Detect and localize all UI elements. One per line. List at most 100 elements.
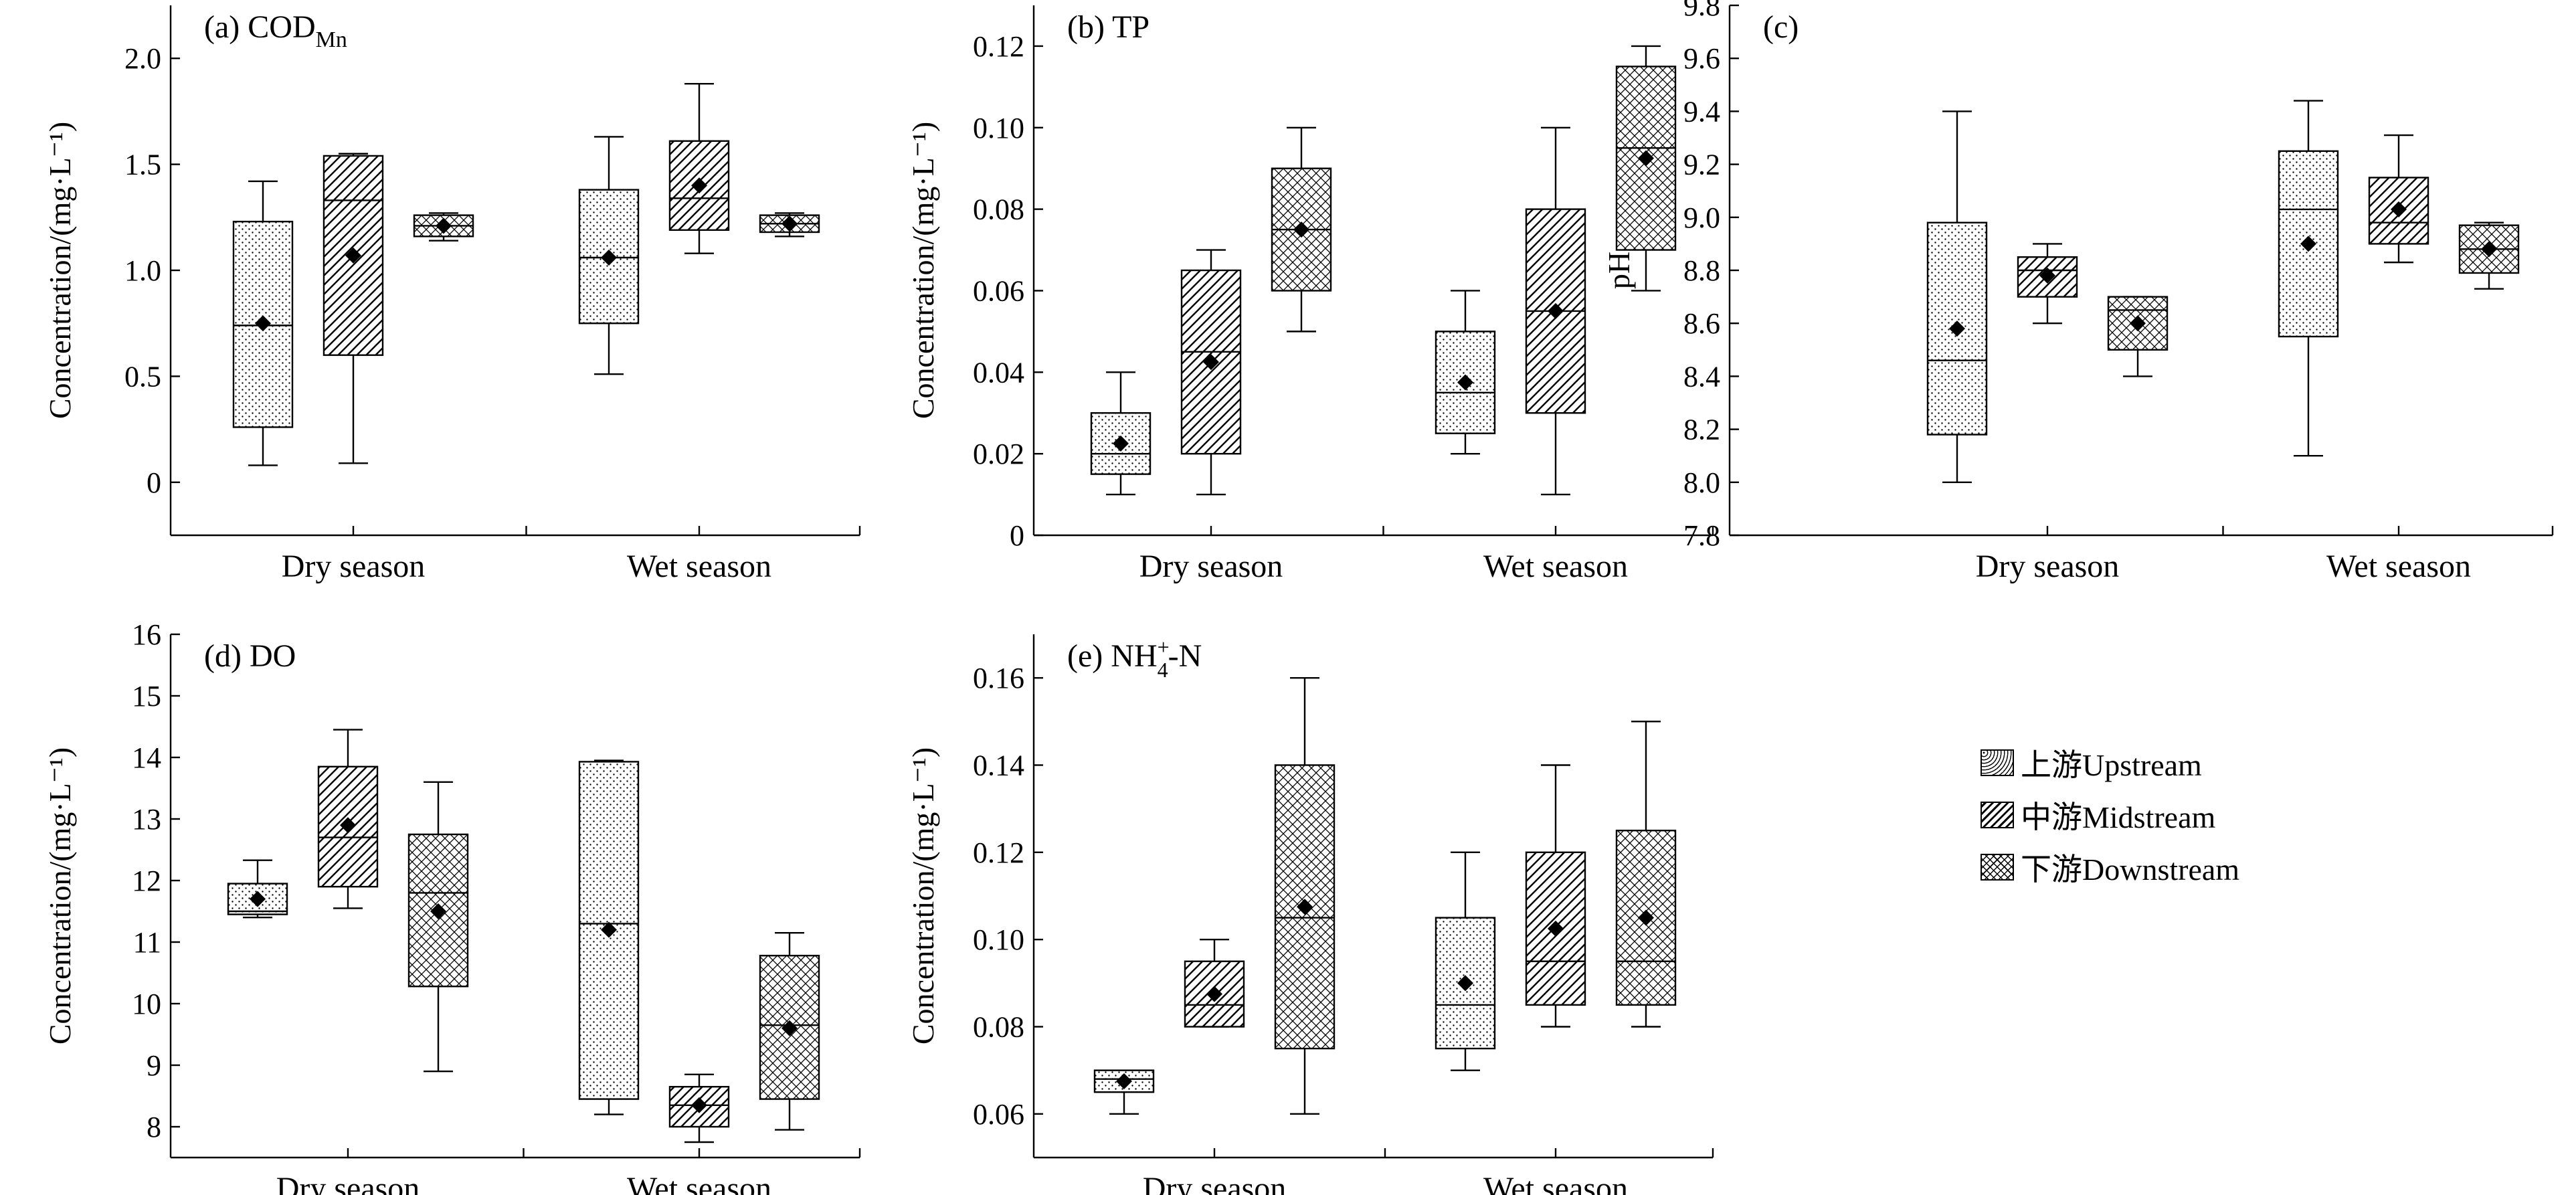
y-tick-label: 8.8	[1683, 254, 1720, 287]
y-tick-label: 16	[132, 618, 161, 651]
mean-marker	[430, 903, 446, 919]
box-hatch-1	[668, 1073, 730, 1143]
mean-marker	[1548, 302, 1564, 319]
panel-title: (e) NH+ 4-N	[1067, 635, 1202, 682]
mean-marker	[1206, 986, 1222, 1002]
mean-marker	[691, 1097, 707, 1113]
y-tick-label: 0.04	[973, 356, 1024, 389]
box-hatch-1	[1525, 764, 1586, 1028]
y-tick-label: 9	[147, 1049, 161, 1082]
box-cross-0	[413, 212, 474, 242]
legend-swatch-dots	[1981, 749, 2014, 776]
mean-marker	[1116, 1073, 1132, 1089]
box-dots-1	[578, 136, 640, 375]
mean-marker	[2391, 201, 2407, 217]
y-tick-label: 0.14	[973, 749, 1024, 782]
y-tick-label: 0	[147, 466, 161, 499]
mean-marker	[340, 817, 356, 834]
box-cross-0	[1271, 126, 1332, 333]
x-tick-label: Wet season	[1483, 549, 1628, 584]
panel-title: (c)	[1763, 9, 1799, 45]
box-hatch-1	[668, 83, 730, 254]
mean-marker	[2039, 267, 2055, 284]
mean-marker	[691, 177, 707, 194]
y-tick-label: 9.8	[1683, 0, 1720, 22]
y-tick-label: 0.08	[973, 193, 1024, 226]
mean-marker	[601, 921, 617, 938]
y-tick-label: 8.4	[1683, 360, 1720, 393]
panel-d: 8 9 10 11 12 13 14 15 16 Dry season Wet season Conc…	[43, 618, 861, 1195]
y-tick-label: 9.6	[1683, 42, 1720, 75]
y-tick-label: 9.0	[1683, 201, 1720, 234]
mean-marker	[345, 247, 361, 264]
box-iqr	[2017, 256, 2078, 298]
y-tick-label: 1.5	[124, 149, 161, 181]
y-tick-label: 12	[132, 864, 161, 897]
box-hatch-0	[2017, 243, 2078, 325]
y-tick-label: 0.12	[973, 836, 1024, 869]
panel-e: 0.06 0.08 0.10 0.12 0.14 0.16 Dry season Wet se…	[906, 634, 1714, 1195]
box-dots-0	[232, 180, 294, 466]
mean-marker	[1113, 435, 1129, 452]
x-tick-label: Wet season	[627, 1171, 771, 1195]
legend-swatch-hatch	[1981, 802, 2014, 828]
y-tick-label: 14	[132, 741, 161, 774]
box-cross-1	[2458, 221, 2520, 290]
mean-marker	[1457, 975, 1473, 992]
x-tick-label: Dry season	[282, 549, 426, 584]
box-dots-1	[1435, 851, 1496, 1071]
y-tick-label: 0.16	[973, 662, 1024, 695]
mean-marker	[601, 249, 617, 266]
mean-marker	[1457, 374, 1473, 391]
mean-marker	[1293, 221, 1309, 238]
box-dots-0	[1926, 110, 1988, 483]
y-tick-label: 8	[147, 1111, 161, 1143]
y-tick-label: 8.6	[1683, 307, 1720, 340]
legend-swatch-cross	[1981, 854, 2014, 881]
x-tick-label: Dry season	[276, 1171, 420, 1195]
mean-marker	[2481, 241, 2497, 258]
y-axis-label: pH	[1602, 252, 1636, 289]
y-tick-label: 0.10	[973, 112, 1024, 145]
box-iqr	[323, 155, 384, 356]
legend: 上游Upstream 中游Midstream 下游Downstream	[1981, 743, 2449, 917]
box-cross-1	[1615, 721, 1677, 1028]
box-cross-1	[1615, 45, 1677, 292]
panel-title: (d) DO	[204, 638, 296, 674]
x-tick-label: Dry season	[1143, 1171, 1287, 1195]
box-hatch-0	[323, 153, 384, 464]
x-tick-label: Wet season	[2326, 549, 2471, 584]
y-tick-label: 15	[132, 680, 161, 713]
y-tick-label: 9.4	[1683, 95, 1720, 128]
box-cross-0	[1274, 676, 1336, 1115]
box-iqr	[2368, 177, 2429, 245]
mean-marker	[781, 1020, 798, 1036]
x-tick-label: Dry season	[1139, 549, 1283, 584]
y-tick-label: 8.0	[1683, 466, 1720, 499]
box-dots-1	[1435, 290, 1496, 455]
mean-marker	[1638, 150, 1654, 167]
box-hatch-1	[2368, 134, 2429, 264]
y-axis-label: Concentration/(mg·L⁻¹)	[43, 747, 77, 1044]
y-tick-label: 0.06	[973, 1098, 1024, 1131]
box-dots-1	[578, 759, 640, 1115]
panel-a: 0 0.5 1.0 1.5 2.0 Dry season Wet season Concent…	[43, 5, 861, 584]
mean-marker	[255, 315, 271, 332]
mean-marker	[1638, 909, 1654, 926]
mean-marker	[1297, 899, 1313, 915]
box-iqr	[1184, 960, 1245, 1028]
mean-marker	[2130, 315, 2146, 332]
box-dots-0	[1090, 371, 1152, 496]
legend-label-midstream: 中游Midstream	[2021, 800, 2216, 834]
y-tick-label: 1.0	[124, 254, 161, 287]
box-iqr	[227, 883, 288, 915]
y-axis-label: Concentration/(mg·L⁻¹)	[906, 747, 940, 1044]
y-tick-label: 0.12	[973, 30, 1024, 63]
y-tick-label: 0.10	[973, 923, 1024, 956]
box-hatch-1	[1525, 126, 1586, 496]
y-tick-label: 0	[1010, 519, 1024, 552]
y-axis-label: Concentration/(mg·L⁻¹)	[43, 122, 77, 419]
legend-item-midstream: 中游Midstream	[1981, 795, 2215, 835]
legend-label-downstream: 下游Downstream	[2021, 852, 2240, 887]
